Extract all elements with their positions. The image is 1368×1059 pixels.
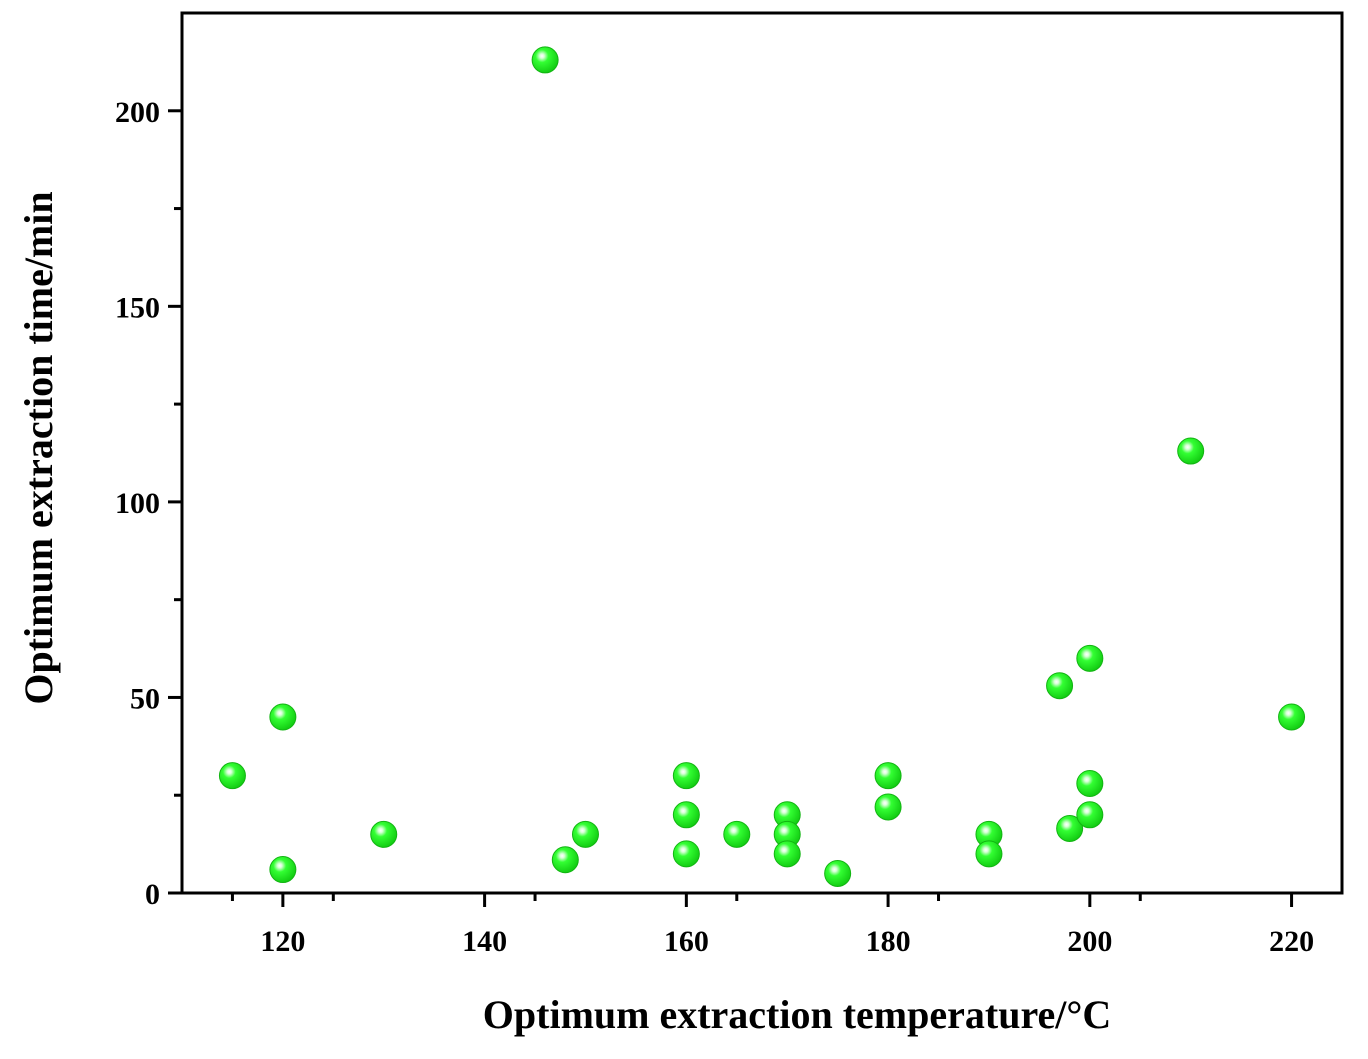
scatter-point (975, 840, 1003, 868)
scatter-point (1076, 801, 1104, 829)
scatter-point (672, 801, 700, 829)
scatter-point (672, 840, 700, 868)
x-tick-label: 180 (866, 925, 911, 958)
scatter-point (672, 762, 700, 790)
scatter-point (1278, 703, 1306, 731)
y-axis-title: Optimum extraction time/min (16, 191, 61, 704)
scatter-point (1056, 814, 1084, 842)
scatter-point (1076, 769, 1104, 797)
scatter-point (551, 846, 579, 874)
scatter-point (773, 840, 801, 868)
plot-frame (180, 11, 1344, 895)
scatter-point (1076, 644, 1104, 672)
scatter-point (723, 820, 751, 848)
scatter-point (874, 793, 902, 821)
scatter-point (1046, 672, 1074, 700)
scatter-point (1177, 437, 1205, 465)
x-tick-label: 160 (664, 925, 709, 958)
y-tick-label: 200 (115, 96, 160, 129)
x-tick-label: 220 (1269, 925, 1314, 958)
y-tick-label: 100 (115, 487, 160, 520)
x-tick-label: 120 (260, 925, 305, 958)
y-tick-label: 50 (130, 682, 160, 715)
scatter-point (531, 46, 559, 74)
data-points (218, 46, 1306, 887)
x-tick-label: 200 (1067, 925, 1112, 958)
axis-tick-labels: 120 140 160 180 200 220 0 50 100 150 200 (115, 96, 1314, 958)
scatter-point (571, 820, 599, 848)
scatter-point (370, 820, 398, 848)
x-tick-label: 140 (462, 925, 507, 958)
scatter-point (824, 859, 852, 887)
axis-ticks (168, 109, 1294, 907)
y-tick-label: 0 (145, 878, 160, 911)
scatter-point (269, 856, 297, 884)
x-axis-title: Optimum extraction temperature/°C (483, 992, 1111, 1037)
scatter-point (269, 703, 297, 731)
scatter-point (874, 762, 902, 790)
scatter-point (218, 762, 246, 790)
y-tick-label: 150 (115, 291, 160, 324)
